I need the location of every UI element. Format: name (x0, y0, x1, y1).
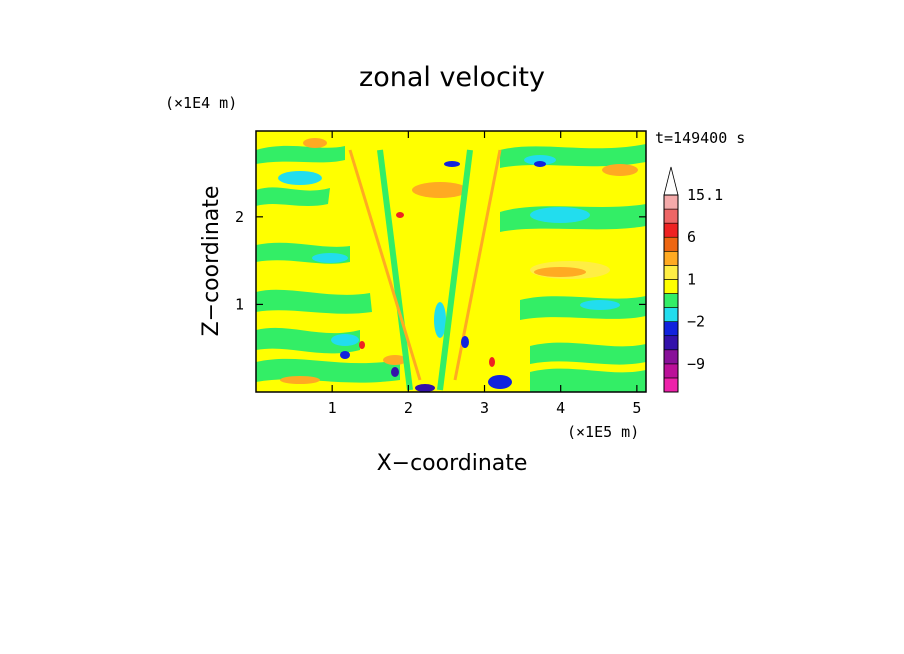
colorbar-frame (663, 194, 679, 393)
colorbar-swatch (663, 349, 679, 365)
field-band (256, 187, 330, 206)
x-tick-label: 1 (328, 399, 337, 417)
colorbar-swatch (663, 279, 679, 294)
field-band (530, 368, 646, 392)
field-core (396, 212, 404, 218)
field-core (415, 384, 435, 392)
field-patch (524, 155, 556, 165)
field-patch (412, 182, 468, 198)
y-tick-label: 1 (235, 295, 244, 313)
colorbar-swatch (663, 377, 679, 393)
field-patch (303, 138, 327, 148)
x-axis-ticks: 1 2 3 4 5 (328, 131, 641, 417)
plot-frame (255, 130, 647, 393)
field-band (520, 296, 646, 320)
field-core (489, 357, 495, 367)
x-tick-label: 3 (480, 399, 489, 417)
field-patch (602, 164, 638, 176)
colorbar-label: 6 (687, 228, 696, 246)
time-label: t=149400 s (655, 129, 745, 147)
colorbar-swatch (663, 363, 679, 379)
x-tick-label: 5 (632, 399, 641, 417)
colorbar-swatch (663, 265, 679, 280)
colorbar-swatch (663, 307, 679, 322)
y-axis-ticks: 12 (235, 208, 646, 313)
colorbar-swatch (663, 222, 679, 238)
field-patch (434, 302, 446, 338)
field-core (461, 336, 469, 348)
colorbar-label: −2 (687, 313, 705, 331)
colorbar-top-arrow (663, 166, 679, 196)
y-axis-label: Z−coordinate (199, 186, 224, 337)
colorbar-swatch (663, 293, 679, 308)
field-band (256, 289, 372, 314)
field-patch (580, 300, 620, 310)
colorbar: 15.1 6 1 −2 −9 (663, 166, 723, 393)
field-band (256, 327, 360, 354)
field-core (444, 161, 460, 167)
field-band (530, 342, 646, 365)
field-patch (312, 253, 348, 263)
field-streak (437, 149, 473, 391)
field-patch (534, 267, 586, 277)
colorbar-label: 1 (687, 270, 696, 288)
y-scale-note: (×1E4 m) (165, 94, 237, 112)
field-streak (348, 149, 422, 381)
field-patch (530, 207, 590, 223)
field-patch (280, 376, 320, 384)
chart-title: zonal velocity (359, 62, 545, 93)
field-patch (331, 334, 359, 346)
field-patch (383, 355, 407, 365)
colorbar-swatch (663, 335, 679, 351)
x-tick-label: 2 (404, 399, 413, 417)
colorbar-swatch (663, 208, 679, 224)
colorbar-label: 15.1 (687, 186, 723, 204)
field-core (340, 351, 350, 359)
field-core (391, 367, 399, 377)
field-band (256, 145, 345, 164)
colorbar-label: −9 (687, 355, 705, 373)
x-axis-label: X−coordinate (377, 451, 528, 476)
field-core (488, 375, 512, 389)
field-core (534, 161, 546, 167)
colorbar-swatch (663, 236, 679, 252)
colorbar-swatch (663, 250, 679, 266)
x-tick-label: 4 (556, 399, 565, 417)
y-tick-label: 2 (235, 208, 244, 226)
colorbar-swatch (663, 321, 679, 337)
x-scale-note: (×1E5 m) (567, 423, 639, 441)
colorbar-swatch (663, 194, 679, 210)
field-patch (278, 171, 322, 185)
field-core (359, 341, 365, 349)
velocity-field (256, 131, 646, 392)
field-streak (377, 149, 413, 391)
